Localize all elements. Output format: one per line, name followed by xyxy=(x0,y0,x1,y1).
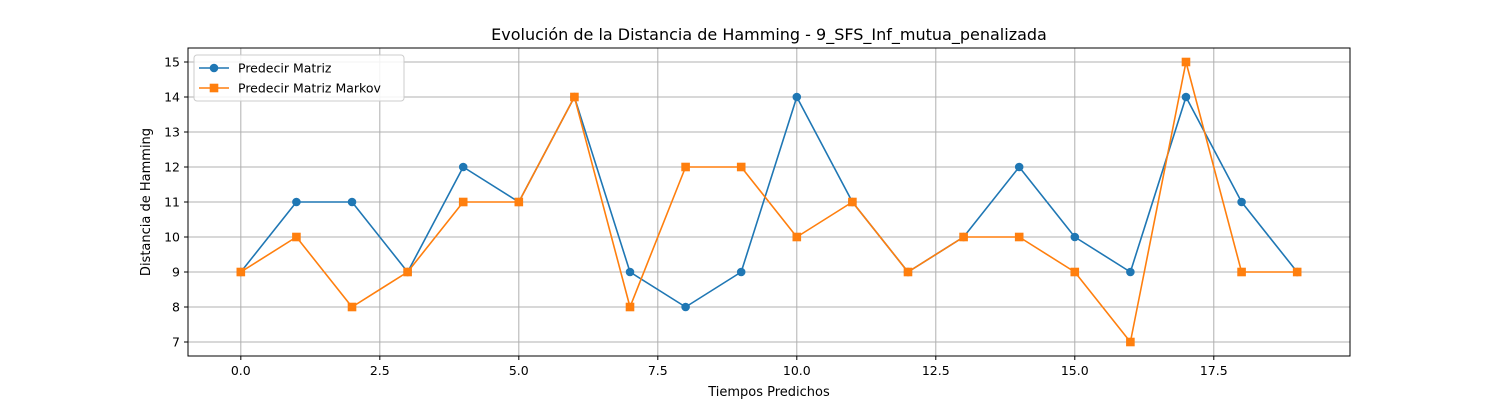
data-point xyxy=(1237,267,1246,277)
y-tick-label: 9 xyxy=(172,265,180,280)
data-point xyxy=(625,302,635,312)
data-point xyxy=(625,267,635,277)
legend: Predecir Matriz Predecir Matriz Markov xyxy=(193,54,405,102)
data-point xyxy=(1014,162,1024,172)
data-point xyxy=(1292,267,1302,277)
data-point xyxy=(1070,232,1080,242)
data-point xyxy=(959,232,968,242)
data-point xyxy=(458,197,468,207)
legend-label: Predecir Matriz xyxy=(238,61,332,76)
data-point xyxy=(736,267,746,277)
series-line xyxy=(240,61,1298,343)
x-tick-label: 15.0 xyxy=(1061,363,1089,378)
data-point xyxy=(1126,337,1135,347)
data-point xyxy=(1181,57,1191,67)
data-point xyxy=(292,197,301,207)
x-axis-label: Tiempos Predichos xyxy=(707,385,830,400)
data-point xyxy=(1126,267,1135,277)
data-point xyxy=(514,197,524,207)
chart-title: Evolución de la Distancia de Hamming - 9… xyxy=(491,25,1047,45)
x-tick-label: 7.5 xyxy=(648,363,668,378)
data-point xyxy=(1237,197,1246,207)
y-tick-label: 13 xyxy=(164,125,180,140)
data-point xyxy=(792,232,802,242)
data-point xyxy=(1014,232,1024,242)
data-point xyxy=(848,197,857,207)
data-point xyxy=(736,162,746,172)
data-point xyxy=(403,267,412,277)
series-line xyxy=(240,96,1298,308)
y-tick-label: 12 xyxy=(164,160,180,175)
data-point xyxy=(347,197,357,207)
x-tick-label: 17.5 xyxy=(1200,363,1228,378)
x-tick-label: 0.0 xyxy=(231,363,251,378)
x-axis: 0.0 2.5 5.0 7.5 10.0 12.5 15.0 17.5 xyxy=(231,356,1228,378)
y-tick-label: 7 xyxy=(172,335,180,350)
data-point xyxy=(458,162,468,172)
y-axis: 7 8 9 10 11 12 13 14 15 xyxy=(164,55,188,350)
y-tick-label: 10 xyxy=(164,230,180,245)
data-point xyxy=(681,302,690,312)
data-point xyxy=(236,267,246,277)
data-point xyxy=(347,302,357,312)
legend-marker xyxy=(209,63,219,73)
x-tick-label: 10.0 xyxy=(783,363,811,378)
data-point xyxy=(1181,92,1191,102)
data-point xyxy=(681,162,690,172)
x-tick-label: 5.0 xyxy=(509,363,529,378)
series-2 xyxy=(236,57,1302,347)
y-tick-label: 14 xyxy=(164,90,180,105)
series-layer xyxy=(236,57,1302,347)
y-tick-label: 15 xyxy=(164,55,180,70)
data-point xyxy=(570,92,579,102)
data-point xyxy=(792,92,802,102)
legend-label: Predecir Matriz Markov xyxy=(238,81,381,96)
data-point xyxy=(903,267,913,277)
y-tick-label: 11 xyxy=(164,195,180,210)
data-point xyxy=(292,232,301,242)
x-tick-label: 12.5 xyxy=(922,363,950,378)
data-point xyxy=(1070,267,1080,277)
x-tick-label: 2.5 xyxy=(370,363,390,378)
legend-box xyxy=(193,54,405,102)
y-tick-label: 8 xyxy=(172,300,180,315)
y-axis-label: Distancia de Hamming xyxy=(139,128,154,276)
legend-marker xyxy=(209,83,219,93)
